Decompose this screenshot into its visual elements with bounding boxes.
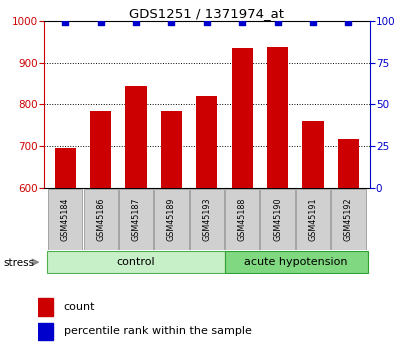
- Text: control: control: [116, 257, 155, 267]
- Bar: [338, 139, 359, 188]
- Bar: [55, 148, 76, 188]
- Bar: [38, 298, 52, 316]
- Text: GSM45184: GSM45184: [61, 197, 70, 241]
- FancyBboxPatch shape: [190, 189, 224, 249]
- Text: GSM45186: GSM45186: [96, 197, 105, 241]
- Text: GSM45192: GSM45192: [344, 197, 353, 241]
- FancyBboxPatch shape: [260, 189, 295, 249]
- Text: count: count: [64, 302, 95, 312]
- Bar: [161, 111, 182, 188]
- Text: GSM45191: GSM45191: [309, 197, 318, 241]
- FancyBboxPatch shape: [225, 189, 260, 249]
- Text: stress: stress: [3, 258, 34, 268]
- Text: GSM45187: GSM45187: [131, 197, 141, 241]
- Bar: [302, 121, 323, 188]
- Text: GSM45188: GSM45188: [238, 197, 247, 241]
- FancyBboxPatch shape: [225, 251, 368, 273]
- FancyBboxPatch shape: [47, 251, 225, 273]
- Point: [168, 20, 175, 25]
- FancyBboxPatch shape: [154, 189, 189, 249]
- Title: GDS1251 / 1371974_at: GDS1251 / 1371974_at: [129, 7, 284, 20]
- Bar: [231, 48, 253, 188]
- Text: GSM45189: GSM45189: [167, 197, 176, 241]
- Point: [274, 20, 281, 25]
- FancyBboxPatch shape: [84, 189, 118, 249]
- FancyBboxPatch shape: [296, 189, 330, 249]
- Point: [310, 20, 316, 25]
- Text: percentile rank within the sample: percentile rank within the sample: [64, 326, 252, 336]
- Text: GSM45193: GSM45193: [202, 197, 211, 241]
- FancyBboxPatch shape: [331, 189, 365, 249]
- FancyBboxPatch shape: [48, 189, 82, 249]
- Bar: [126, 86, 147, 188]
- Point: [97, 20, 104, 25]
- Bar: [196, 96, 218, 188]
- Point: [239, 20, 246, 25]
- Text: GSM45190: GSM45190: [273, 197, 282, 241]
- Point: [345, 20, 352, 25]
- Point: [62, 20, 69, 25]
- Text: acute hypotension: acute hypotension: [244, 257, 348, 267]
- Point: [204, 20, 210, 25]
- Bar: [90, 111, 111, 188]
- FancyBboxPatch shape: [119, 189, 153, 249]
- Bar: [267, 47, 288, 188]
- Bar: [38, 323, 52, 340]
- Point: [133, 20, 139, 25]
